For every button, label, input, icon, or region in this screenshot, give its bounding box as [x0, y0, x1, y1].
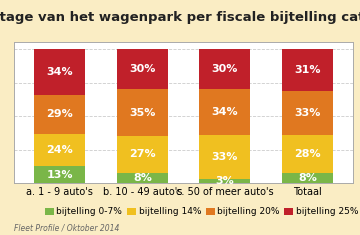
Bar: [34, 95, 85, 134]
Text: 27%: 27%: [129, 149, 156, 159]
Bar: [34, 49, 85, 95]
Text: 3%: 3%: [216, 176, 234, 186]
Bar: [117, 136, 168, 172]
Bar: [117, 49, 168, 89]
Bar: [282, 49, 333, 91]
Bar: [199, 89, 251, 135]
Bar: [199, 179, 251, 183]
Text: 33%: 33%: [212, 152, 238, 162]
Text: 30%: 30%: [212, 64, 238, 74]
Text: 8%: 8%: [133, 173, 152, 183]
Bar: [282, 135, 333, 172]
Bar: [34, 134, 85, 166]
Bar: [282, 172, 333, 183]
Text: 28%: 28%: [294, 149, 321, 159]
Bar: [199, 49, 251, 89]
Text: 34%: 34%: [212, 107, 238, 117]
Text: 31%: 31%: [294, 65, 321, 75]
Text: 8%: 8%: [298, 173, 317, 183]
Text: 30%: 30%: [129, 64, 156, 74]
Bar: [117, 172, 168, 183]
Bar: [34, 166, 85, 183]
Bar: [117, 89, 168, 136]
Text: 13%: 13%: [46, 170, 73, 180]
Text: Fleet Profile / Oktober 2014: Fleet Profile / Oktober 2014: [14, 224, 120, 233]
Text: Percentage van het wagenpark per fiscale bijtelling categorie: Percentage van het wagenpark per fiscale…: [0, 11, 360, 24]
Bar: [282, 91, 333, 135]
Text: 34%: 34%: [46, 67, 73, 77]
Text: 29%: 29%: [46, 109, 73, 119]
Legend: bijtelling 0-7%, bijtelling 14%, bijtelling 20%, bijtelling 25%: bijtelling 0-7%, bijtelling 14%, bijtell…: [41, 204, 360, 220]
Text: 24%: 24%: [46, 145, 73, 155]
Text: 33%: 33%: [294, 108, 321, 118]
Bar: [199, 135, 251, 179]
Text: 35%: 35%: [129, 108, 156, 118]
